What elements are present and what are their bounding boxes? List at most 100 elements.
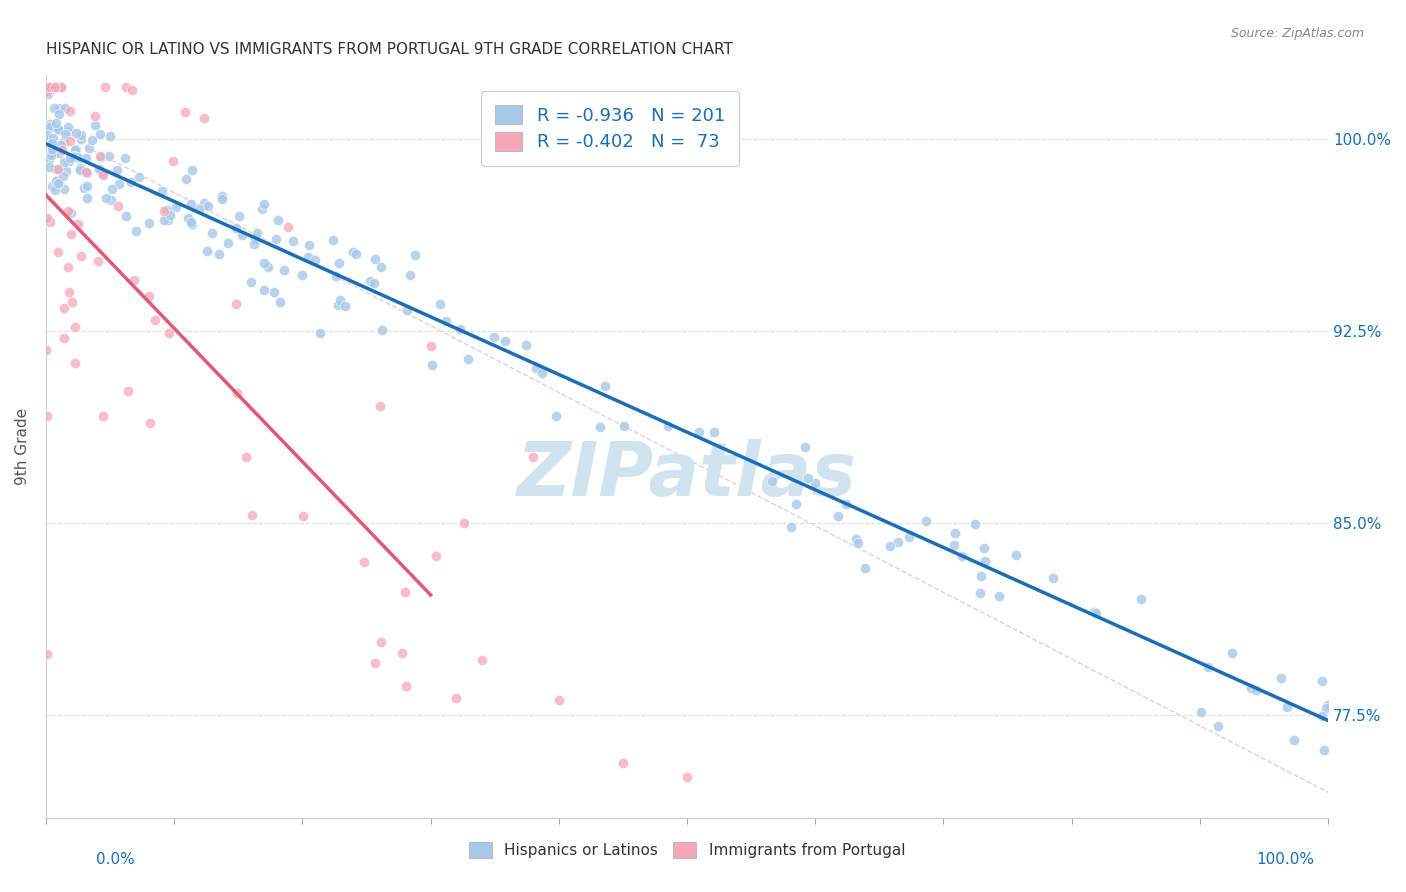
Point: [342, 245, 364, 260]
Point: [761, 474, 783, 488]
Point: [51, 80, 73, 95]
Point: [245, 232, 267, 246]
Point: [65, 126, 87, 140]
Text: HISPANIC OR LATINO VS IMMIGRANTS FROM PORTUGAL 9TH GRADE CORRELATION CHART: HISPANIC OR LATINO VS IMMIGRANTS FROM PO…: [46, 42, 733, 57]
Point: [38, 80, 60, 95]
Point: [484, 330, 506, 344]
Text: 100.0%: 100.0%: [1257, 852, 1315, 867]
Point: [396, 303, 419, 318]
Point: [41, 136, 63, 151]
Point: [804, 475, 827, 490]
Point: [138, 216, 160, 230]
Point: [240, 275, 263, 289]
Point: [122, 273, 145, 287]
Point: [107, 177, 129, 191]
Point: [589, 420, 612, 434]
Point: [1277, 700, 1299, 714]
Point: [156, 202, 179, 217]
Point: [49, 137, 72, 152]
Point: [42, 80, 65, 95]
Point: [965, 516, 987, 531]
Point: [180, 197, 202, 211]
Point: [41, 130, 63, 145]
Point: [359, 274, 381, 288]
Point: [298, 238, 321, 252]
Point: [240, 508, 263, 522]
Point: [267, 212, 290, 227]
Point: [69, 161, 91, 175]
Point: [107, 199, 129, 213]
Point: [1220, 647, 1243, 661]
Point: [38, 160, 60, 174]
Point: [38, 80, 60, 95]
Point: [208, 247, 231, 261]
Point: [405, 248, 427, 262]
Point: [125, 224, 148, 238]
Point: [326, 298, 349, 312]
Point: [201, 226, 224, 240]
Point: [1240, 681, 1263, 695]
Point: [1083, 605, 1105, 619]
Point: [988, 590, 1011, 604]
Point: [344, 247, 367, 261]
Point: [547, 692, 569, 706]
Point: [45, 116, 67, 130]
Point: [1270, 671, 1292, 685]
Point: [193, 196, 215, 211]
Point: [277, 219, 299, 234]
Point: [879, 539, 901, 553]
Point: [420, 358, 443, 372]
Point: [66, 150, 89, 164]
Point: [530, 367, 553, 381]
Point: [827, 508, 849, 523]
Point: [515, 338, 537, 352]
Point: [58, 134, 80, 148]
Point: [419, 339, 441, 353]
Point: [105, 163, 128, 178]
Point: [98, 128, 121, 143]
Point: [613, 419, 636, 434]
Point: [56, 260, 79, 275]
Point: [59, 103, 82, 118]
Point: [53, 101, 76, 115]
Point: [1315, 701, 1337, 715]
Point: [41, 178, 63, 193]
Point: [1282, 732, 1305, 747]
Point: [612, 756, 634, 770]
Point: [38, 152, 60, 166]
Point: [370, 635, 392, 649]
Point: [98, 149, 121, 163]
Point: [55, 164, 77, 178]
Point: [197, 199, 219, 213]
Point: [157, 326, 180, 340]
Point: [35, 85, 58, 99]
Point: [363, 656, 385, 670]
Point: [65, 356, 87, 370]
Point: [524, 360, 547, 375]
Point: [42, 137, 65, 152]
Point: [162, 153, 184, 168]
Point: [96, 191, 118, 205]
Point: [1310, 674, 1333, 689]
Point: [87, 254, 110, 268]
Point: [797, 471, 820, 485]
Point: [253, 283, 276, 297]
Point: [76, 166, 98, 180]
Point: [269, 294, 291, 309]
Point: [328, 256, 350, 270]
Point: [887, 534, 910, 549]
Point: [56, 125, 79, 139]
Point: [44, 80, 66, 95]
Point: [67, 151, 90, 165]
Point: [121, 83, 143, 97]
Text: 0.0%: 0.0%: [96, 852, 135, 867]
Point: [53, 127, 76, 141]
Point: [62, 150, 84, 164]
Point: [250, 202, 273, 216]
Point: [195, 244, 218, 258]
Point: [292, 508, 315, 523]
Point: [58, 153, 80, 168]
Point: [914, 514, 936, 528]
Point: [63, 144, 86, 158]
Point: [89, 149, 111, 163]
